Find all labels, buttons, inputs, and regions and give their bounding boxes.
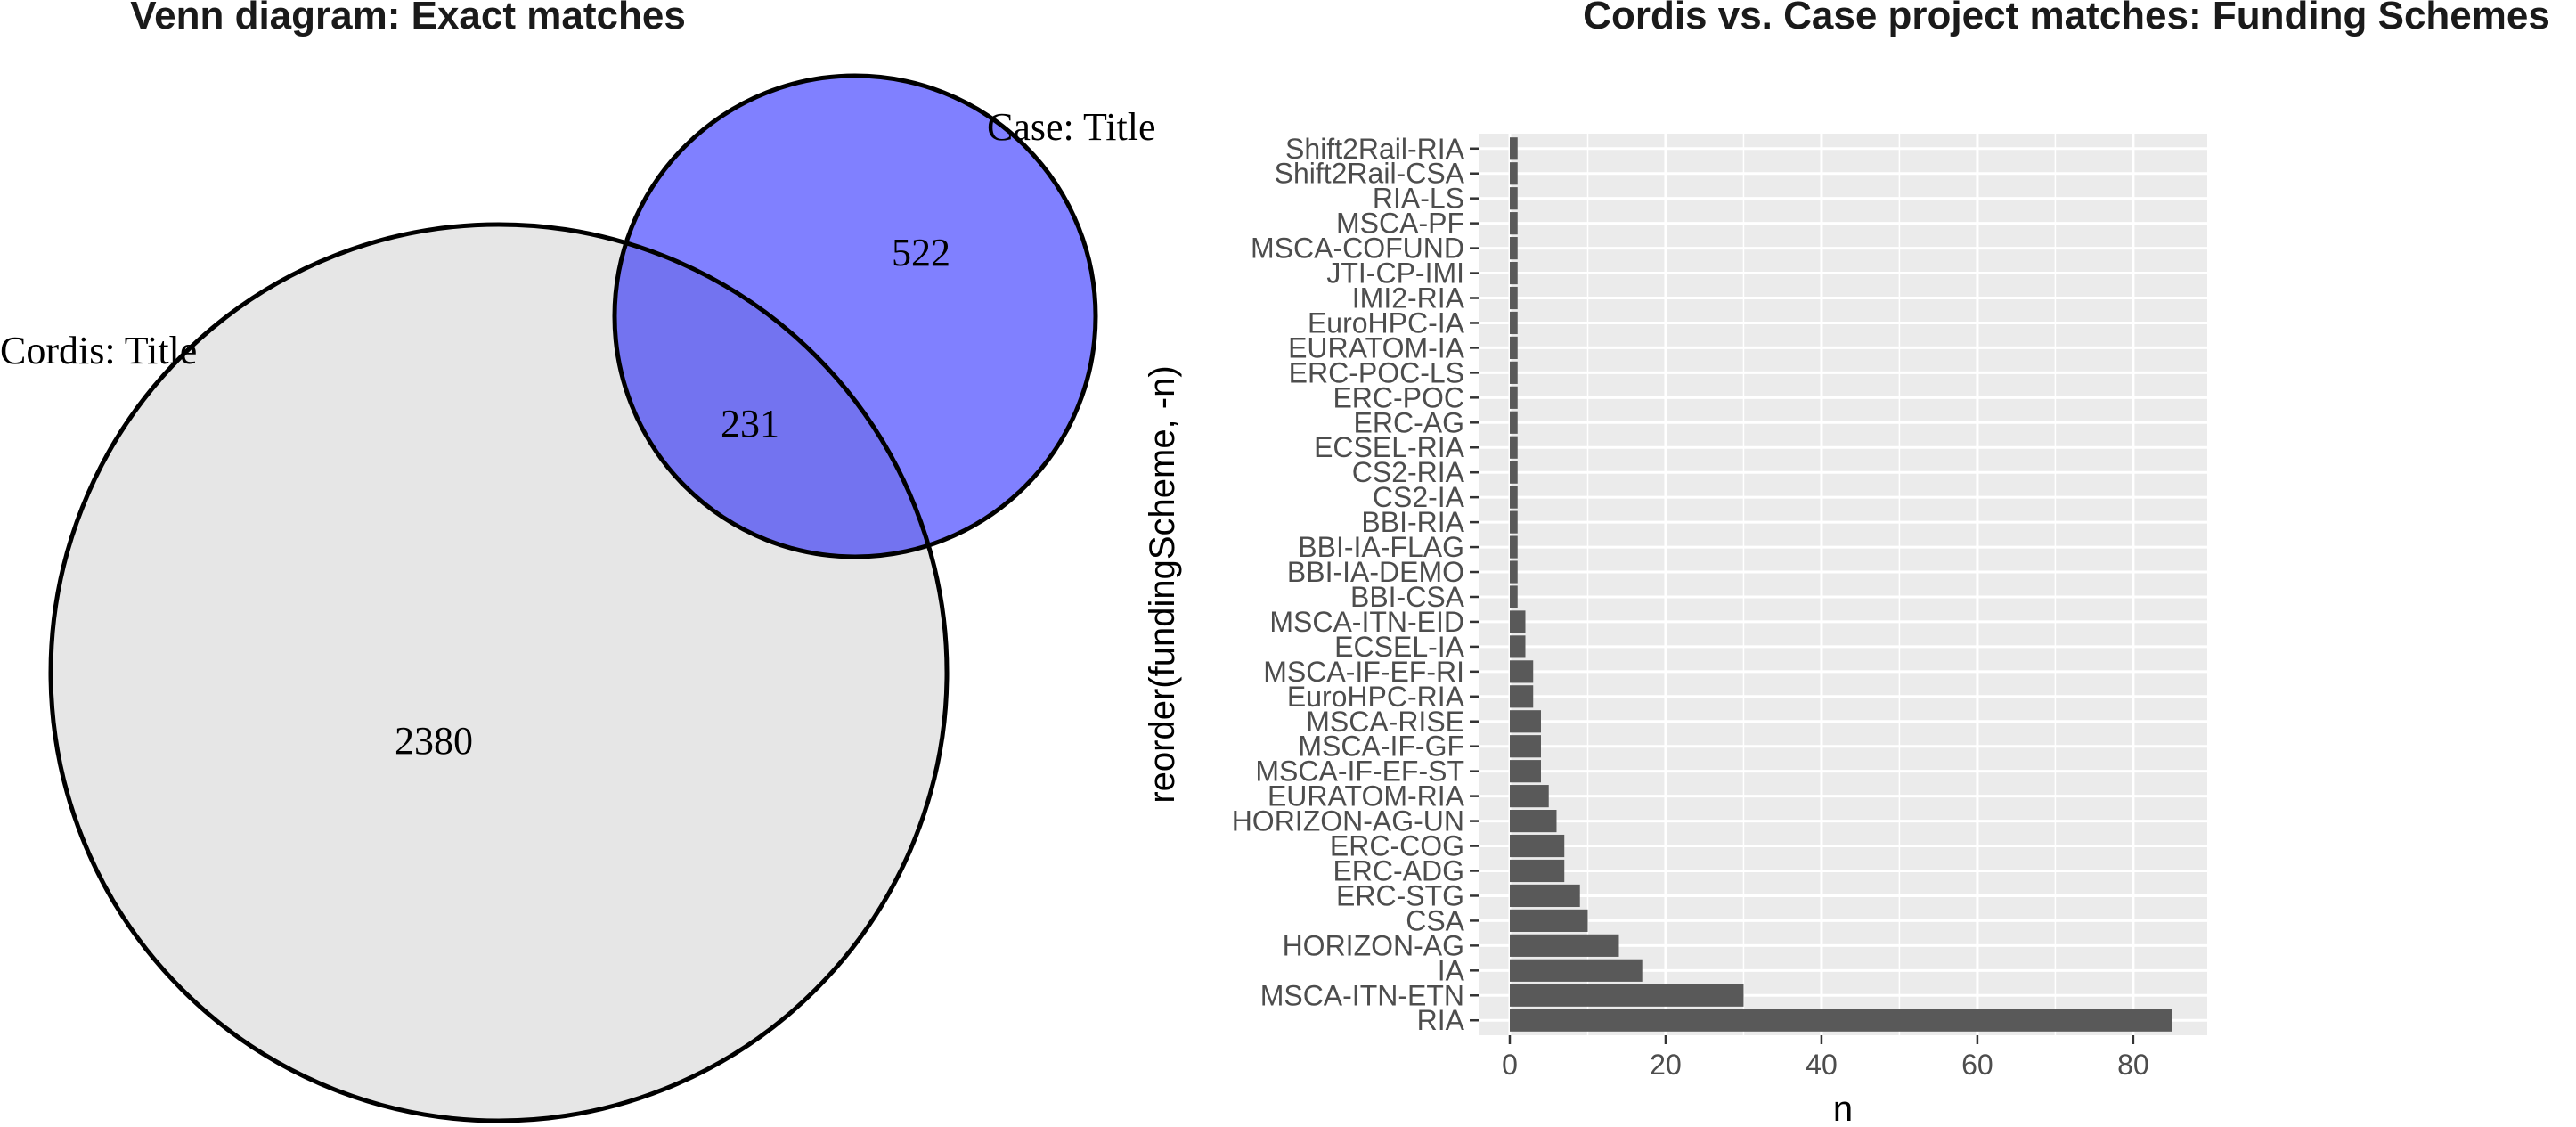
y-tick-label: BBI-RIA: [1361, 506, 1464, 538]
y-tick-label: HORIZON-AG-UN: [1232, 805, 1464, 837]
bar-ERC-STG: [1509, 884, 1580, 908]
y-tick-label: CSA: [1406, 904, 1464, 936]
y-tick-label: ERC-COG: [1330, 830, 1464, 862]
bar-BBI-IA-FLAG: [1509, 535, 1518, 559]
y-axis-title: reorder(fundingScheme, -n): [1143, 365, 1182, 803]
bars: [1509, 137, 2172, 1032]
y-tick-label: CS2-IA: [1373, 481, 1465, 513]
bar-EuroHPC-RIA: [1509, 685, 1534, 708]
bar-CS2-IA: [1509, 486, 1518, 509]
bar-CSA: [1509, 909, 1588, 932]
bar-chart-title: Cordis vs. Case project matches: Funding…: [1583, 0, 2550, 37]
bar-MSCA-IF-GF: [1509, 735, 1541, 758]
bar-MSCA-IF-EF-RI: [1509, 660, 1534, 683]
venn-panel: Venn diagram: Exact matches Cordis: Titl…: [0, 0, 1156, 1123]
y-tick-label: ERC-AG: [1354, 406, 1464, 438]
y-tick-label: ERC-ADG: [1333, 854, 1464, 886]
y-tick-label: MSCA-IF-EF-ST: [1255, 755, 1464, 788]
bar-IA: [1509, 959, 1643, 982]
x-tick-label: 40: [1806, 1049, 1838, 1081]
x-tick-label: 0: [1502, 1049, 1518, 1081]
venn-count-case-only: 522: [892, 231, 950, 274]
bar-RIA: [1509, 1009, 2172, 1032]
bar-CS2-RIA: [1509, 461, 1518, 484]
bar-IMI2-RIA: [1509, 286, 1518, 310]
y-tick-label: BBI-IA-FLAG: [1298, 531, 1464, 563]
y-tick-label: EuroHPC-RIA: [1287, 681, 1465, 713]
x-axis-title: n: [1833, 1090, 1853, 1127]
bar-ERC-POC: [1509, 386, 1518, 409]
bar-MSCA-IF-EF-ST: [1509, 760, 1541, 783]
y-tick-label: RIA: [1417, 1004, 1465, 1036]
bar-ECSEL-IA: [1509, 635, 1526, 658]
venn-count-cordis-only: 2380: [395, 719, 473, 763]
y-tick-label: CS2-RIA: [1352, 456, 1465, 488]
y-tick-label: Shift2Rail-RIA: [1285, 133, 1465, 165]
bar-BBI-RIA: [1509, 510, 1518, 534]
y-tick-label: ECSEL-IA: [1334, 631, 1464, 663]
bar-MSCA-ITN-ETN: [1509, 984, 1744, 1007]
plot-panel-background: [1479, 134, 2207, 1035]
bar-MSCA-COFUND: [1509, 237, 1518, 260]
bar-HORIZON-AG: [1509, 934, 1619, 957]
y-tick-label: MSCA-IF-GF: [1298, 731, 1464, 763]
x-axis: 0 20 40 60 80: [1502, 1035, 2149, 1081]
y-tick-label: ERC-STG: [1336, 879, 1464, 911]
y-tick-label: MSCA-IF-EF-RI: [1263, 656, 1464, 688]
y-tick-label: EuroHPC-IA: [1308, 306, 1465, 339]
y-tick-label: IA: [1438, 954, 1465, 986]
y-tick-label: MSCA-RISE: [1306, 706, 1464, 738]
bar-ERC-ADG: [1509, 859, 1565, 883]
y-tick-label: ERC-POC-LS: [1289, 356, 1464, 388]
bar-Shift2Rail-RIA: [1509, 137, 1518, 160]
y-tick-label: JTI-CP-IMI: [1326, 257, 1464, 290]
venn-title: Venn diagram: Exact matches: [130, 0, 686, 37]
y-tick-label: HORIZON-AG: [1283, 929, 1464, 961]
y-tick-label: EURATOM-RIA: [1268, 780, 1465, 813]
y-tick-label: IMI2-RIA: [1352, 282, 1465, 314]
y-tick-label: BBI-IA-DEMO: [1287, 556, 1464, 588]
bar-BBI-IA-DEMO: [1509, 560, 1518, 584]
bar-ERC-AG: [1509, 411, 1518, 434]
y-tick-label: Shift2Rail-CSA: [1275, 158, 1465, 190]
y-tick-label: MSCA-ITN-ETN: [1260, 979, 1464, 1011]
bar-MSCA-ITN-EID: [1509, 610, 1526, 633]
bar-ERC-COG: [1509, 834, 1565, 858]
bar-chart-panel: Cordis vs. Case project matches: Funding…: [1143, 0, 2550, 1127]
venn-set-label-cordis: Cordis: Title: [0, 329, 197, 372]
bar-MSCA-PF: [1509, 212, 1518, 235]
y-axis: RIAMSCA-ITN-ETNIAHORIZON-AGCSAERC-STGERC…: [1232, 133, 1479, 1036]
x-tick-label: 20: [1650, 1049, 1682, 1081]
y-tick-label: BBI-CSA: [1350, 581, 1465, 613]
bar-HORIZON-AG-UN: [1509, 810, 1557, 833]
bar-EURATOM-IA: [1509, 336, 1518, 359]
bar-JTI-CP-IMI: [1509, 261, 1518, 285]
x-tick-label: 80: [2117, 1049, 2149, 1081]
bar-BBI-CSA: [1509, 585, 1518, 608]
y-tick-label: ECSEL-RIA: [1314, 431, 1465, 463]
y-tick-label: MSCA-ITN-EID: [1269, 606, 1464, 638]
bar-ECSEL-RIA: [1509, 436, 1518, 459]
bar-MSCA-RISE: [1509, 710, 1541, 733]
x-tick-label: 60: [1961, 1049, 1993, 1081]
y-tick-label: ERC-POC: [1333, 381, 1464, 413]
venn-set-label-case: Case: Title: [987, 105, 1156, 149]
bar-EURATOM-RIA: [1509, 785, 1549, 808]
y-tick-label: MSCA-PF: [1336, 208, 1464, 240]
bar-ERC-POC-LS: [1509, 361, 1518, 384]
venn-count-overlap: 231: [721, 402, 779, 445]
y-tick-label: MSCA-COFUND: [1251, 233, 1464, 265]
bar-Shift2Rail-CSA: [1509, 162, 1518, 185]
y-tick-label: EURATOM-IA: [1288, 331, 1465, 363]
bar-EuroHPC-IA: [1509, 311, 1518, 335]
y-tick-label: RIA-LS: [1373, 183, 1464, 215]
venn-outline-cordis: [48, 222, 950, 1123]
bar-RIA-LS: [1509, 187, 1518, 210]
venn-outline-case: [612, 73, 1098, 559]
